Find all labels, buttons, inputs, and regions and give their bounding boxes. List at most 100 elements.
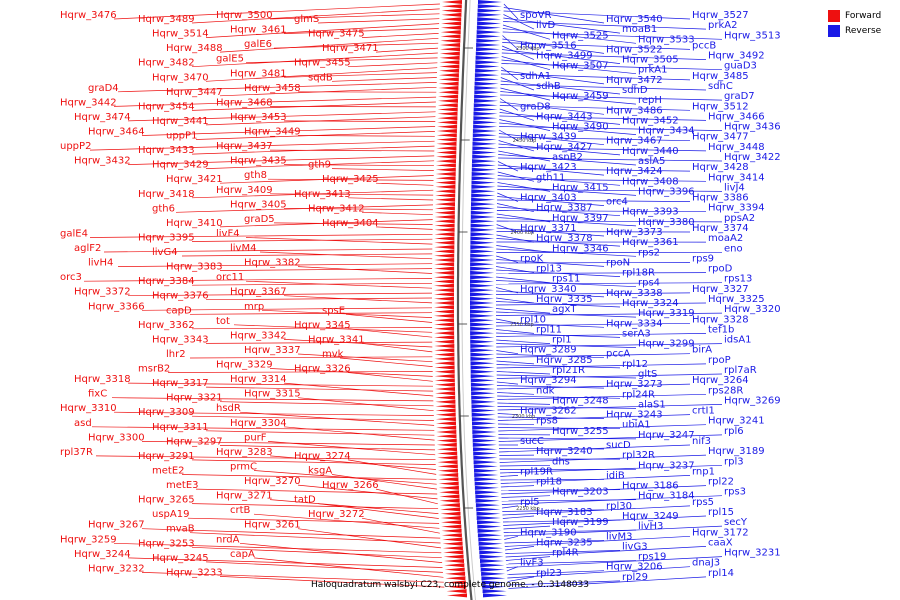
forward-leader-line <box>297 135 435 137</box>
reverse-gene-label: Hqrw_3428 <box>692 162 749 173</box>
forward-gene-label: Hqrw_3449 <box>244 127 301 138</box>
reverse-gene-arrow <box>476 47 500 52</box>
reverse-gene-label: Hqrw_3325 <box>708 294 765 305</box>
reverse-gene-arrow <box>471 180 496 185</box>
reverse-gene-label: spoVR <box>520 10 552 21</box>
forward-gene-arrow <box>435 180 456 185</box>
forward-leader-line <box>127 557 443 568</box>
reverse-leader-line <box>506 566 519 572</box>
forward-leader-line <box>297 266 433 274</box>
forward-gene-arrow <box>437 107 458 112</box>
reverse-gene-label: Hqrw_3269 <box>724 395 781 406</box>
forward-gene-arrow <box>435 184 456 189</box>
reverse-gene-label: Hqrw_3231 <box>724 548 781 559</box>
reverse-gene-label: rpl19R <box>520 466 553 477</box>
forward-leader-line <box>375 226 433 230</box>
forward-gene-label: graD5 <box>244 214 275 225</box>
legend-label-forward: Forward <box>845 10 882 21</box>
reverse-gene-label: rpl21R <box>552 365 585 376</box>
forward-gene-label: gth9 <box>308 160 331 171</box>
forward-leader-line <box>191 503 439 510</box>
forward-gene-label: purF <box>244 432 267 443</box>
reverse-gene-label: Hqrw_3361 <box>622 237 679 248</box>
reverse-leader-line <box>498 143 621 156</box>
reverse-leader-line <box>497 416 605 419</box>
forward-gene-arrow <box>440 516 461 520</box>
forward-gene-label: Hqrw_3441 <box>152 116 209 127</box>
reverse-leader-line <box>496 224 519 233</box>
reverse-leader-line <box>497 395 621 399</box>
forward-leader-line <box>347 459 437 475</box>
reverse-gene-arrow <box>476 507 501 512</box>
forward-gene-arrow <box>438 481 459 486</box>
forward-gene-label: Hqrw_3405 <box>230 199 287 210</box>
reverse-gene-arrow <box>477 17 502 22</box>
forward-gene-label: uppP1 <box>166 131 197 142</box>
reverse-leader-line <box>501 59 637 75</box>
reverse-gene-arrow <box>476 25 501 30</box>
forward-gene-label: Hqrw_3253 <box>138 538 195 549</box>
reverse-leader-line <box>496 333 707 337</box>
forward-gene-arrow <box>434 348 455 353</box>
reverse-gene-label: idsA1 <box>724 335 752 346</box>
reverse-gene-arrow <box>471 417 496 422</box>
forward-gene-arrow <box>437 103 458 108</box>
reverse-leader-line <box>502 31 723 40</box>
forward-gene-arrow <box>435 387 455 391</box>
reverse-gene-arrow <box>470 227 495 232</box>
forward-gene-arrow <box>434 283 454 288</box>
reverse-leader-line <box>504 535 691 547</box>
reverse-gene-label: agxT <box>552 304 577 315</box>
reverse-gene-arrow <box>472 133 497 138</box>
reverse-gene-arrow <box>481 571 506 576</box>
forward-gene-arrow <box>434 318 454 323</box>
reverse-leader-line <box>496 343 723 348</box>
forward-gene-arrow <box>439 60 460 65</box>
reverse-leader-line <box>500 485 535 488</box>
reverse-gene-arrow <box>470 215 495 219</box>
reverse-leader-line <box>495 302 707 306</box>
reverse-gene-arrow <box>470 232 495 237</box>
reverse-gene-label: moaA2 <box>708 233 743 244</box>
forward-gene-arrow <box>442 546 463 551</box>
reverse-gene-label: dnaJ3 <box>692 558 720 569</box>
forward-gene-arrow <box>434 369 455 374</box>
forward-gene-arrow <box>435 167 456 172</box>
reverse-gene-label: moaB1 <box>622 24 657 35</box>
forward-gene-arrow <box>436 141 457 146</box>
reverse-gene-label: rps5 <box>692 497 714 508</box>
forward-gene-arrow <box>437 116 458 121</box>
forward-gene-arrow <box>438 77 459 82</box>
reverse-gene-label: livJ4 <box>724 182 745 193</box>
forward-leader-line <box>339 357 433 367</box>
forward-leader-line <box>297 353 433 363</box>
reverse-gene-label: Hqrw_3477 <box>692 132 749 143</box>
forward-leader-line <box>127 111 436 122</box>
forward-gene-arrow <box>438 86 459 90</box>
forward-gene-arrow <box>435 163 456 168</box>
reverse-leader-line <box>496 381 519 385</box>
forward-gene-label: Hqrw_3326 <box>294 364 351 375</box>
reverse-leader-line <box>508 580 621 586</box>
reverse-leader-line <box>500 80 621 95</box>
reverse-leader-line <box>496 276 551 284</box>
forward-gene-arrow <box>436 434 457 439</box>
forward-gene-label: livH4 <box>88 258 113 269</box>
reverse-gene-label: sdhC <box>708 81 733 92</box>
forward-gene-arrow <box>436 421 456 426</box>
reverse-gene-arrow <box>473 460 498 465</box>
forward-leader-line <box>113 542 442 554</box>
forward-gene-arrow <box>440 30 461 35</box>
forward-gene-label: mvaB <box>166 524 195 535</box>
reverse-gene-arrow <box>474 73 499 78</box>
reverse-leader-line <box>500 84 707 91</box>
reverse-gene-label: Hqrw_3414 <box>708 172 765 183</box>
reverse-gene-arrow <box>481 580 506 585</box>
reverse-leader-line <box>496 255 519 263</box>
reverse-gene-arrow <box>480 567 505 572</box>
reverse-gene-arrow <box>471 193 496 198</box>
reverse-gene-arrow <box>474 485 499 490</box>
forward-gene-arrow <box>436 442 457 447</box>
reverse-gene-label: Hqrw_3273 <box>606 379 663 390</box>
forward-gene-label: capA <box>230 549 255 560</box>
